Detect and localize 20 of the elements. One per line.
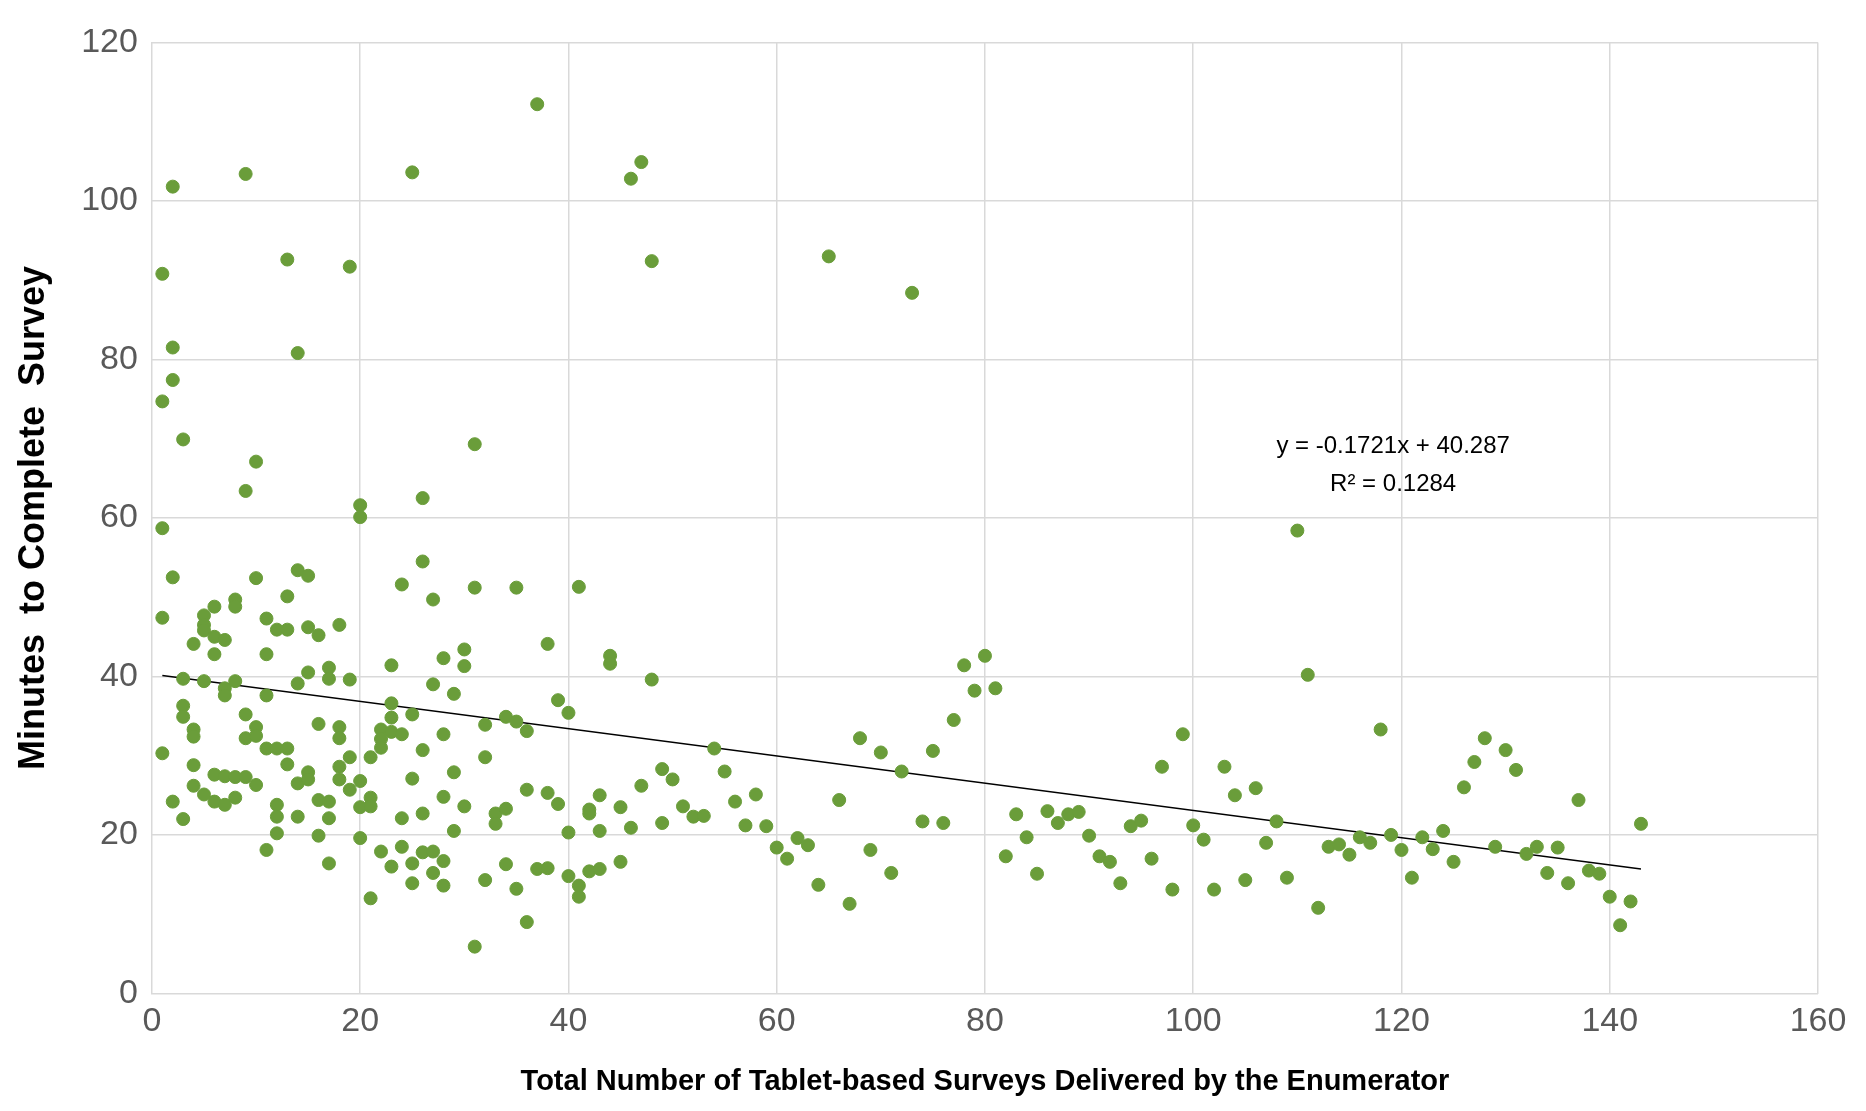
annotation: R² = 0.1284 [1330,469,1457,497]
x-axis-title: Total Number of Tablet-based Surveys Delivered by the Enumerator [520,1063,1450,1096]
x-tick-label: 40 [549,1000,588,1039]
x-tick-label: 60 [757,1000,796,1039]
y-tick-label: 120 [81,20,138,59]
y-tick-label: 60 [100,496,138,535]
y-tick-label: 40 [100,654,138,693]
annotation: y = -0.1721x + 40.287 [1276,431,1510,459]
x-tick-label: 20 [341,1000,380,1039]
x-tick-label: 0 [142,1000,162,1039]
x-tick-label: 120 [1373,1000,1430,1039]
y-tick-label: 0 [119,971,138,1010]
y-tick-label: 20 [100,813,138,852]
x-tick-label: 80 [966,1000,1004,1039]
x-tick-label: 100 [1164,1000,1222,1039]
y-tick-label: 100 [81,179,138,218]
x-tick-label: 140 [1581,1000,1639,1039]
y-axis-title: Minutes to Complete Survey [10,265,52,770]
y-tick-label: 80 [100,337,138,376]
x-tick-label: 160 [1789,1000,1847,1039]
